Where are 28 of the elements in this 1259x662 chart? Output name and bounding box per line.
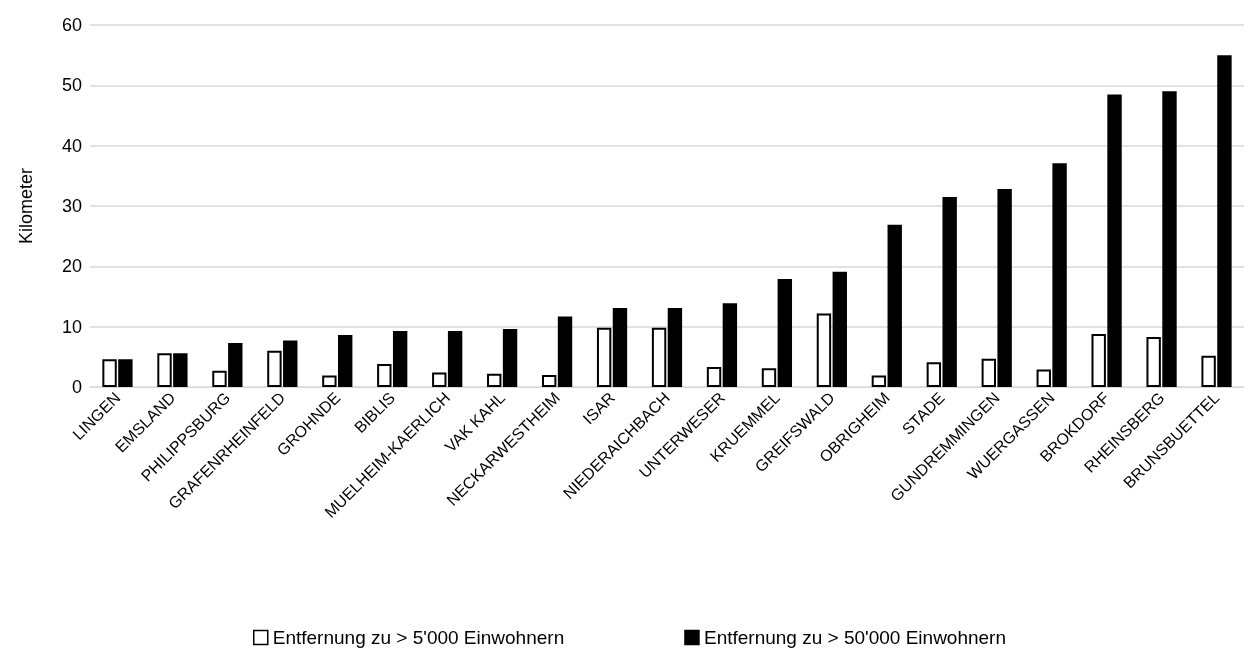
legend-label: Entfernung zu > 50'000 Einwohnern xyxy=(703,627,1007,648)
bar xyxy=(487,373,502,387)
bar xyxy=(706,367,722,387)
y-axis-title: Kilometer xyxy=(16,167,36,245)
bar xyxy=(761,368,777,387)
bar xyxy=(596,327,612,387)
bar xyxy=(887,224,902,387)
bar xyxy=(832,271,847,387)
bar xyxy=(816,313,832,387)
y-tick-label: 30 xyxy=(61,196,82,216)
bar xyxy=(502,329,518,387)
bar xyxy=(432,372,447,387)
bar xyxy=(557,316,573,387)
bar xyxy=(722,303,738,387)
y-tick-label: 0 xyxy=(71,377,82,397)
y-tick-label: 20 xyxy=(61,256,82,277)
y-tick-label: 40 xyxy=(61,135,82,156)
bar xyxy=(777,279,793,387)
bar xyxy=(541,374,557,387)
y-tick-label: 50 xyxy=(61,75,82,96)
y-tick-label: 10 xyxy=(61,316,82,337)
legend-label: Entfernung zu > 5'000 Einwohnern xyxy=(272,627,565,648)
bar xyxy=(667,307,683,387)
bar xyxy=(447,330,463,387)
bar xyxy=(871,375,887,387)
bar xyxy=(651,327,667,387)
bar xyxy=(612,307,628,387)
y-tick-label: 60 xyxy=(61,15,82,35)
